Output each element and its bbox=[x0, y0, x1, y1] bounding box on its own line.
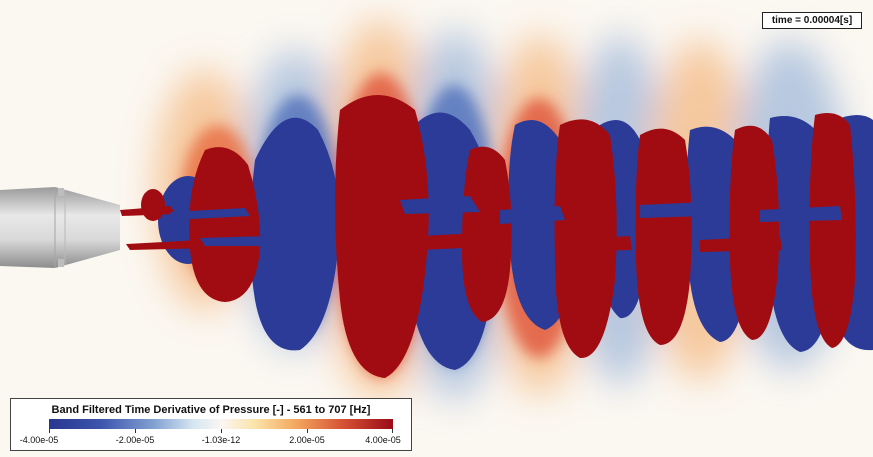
colorbar-title: Band Filtered Time Derivative of Pressur… bbox=[51, 404, 371, 416]
colorbar-tick-mark bbox=[49, 429, 50, 433]
time-label: time = 0.00004[s] bbox=[762, 12, 862, 29]
colorbar-tick-mark bbox=[135, 429, 136, 433]
colorbar-legend: Band Filtered Time Derivative of Pressur… bbox=[10, 398, 412, 451]
colorbar-tick-label: 2.00e-05 bbox=[289, 435, 325, 445]
colorbar-tick-mark bbox=[392, 429, 393, 433]
colorbar-gradient bbox=[49, 419, 393, 429]
colorbar-tick-mark bbox=[221, 429, 222, 433]
colorbar-tick-label: -1.03e-12 bbox=[201, 435, 241, 445]
jet-core-streaks bbox=[120, 196, 842, 252]
nozzle bbox=[0, 187, 120, 268]
colorbar-tick-label: 4.00e-05 bbox=[365, 435, 401, 445]
colorbar-tick-label: -2.00e-05 bbox=[115, 435, 155, 445]
colorbar-tick-label: -4.00e-05 bbox=[19, 435, 59, 445]
colorbar-tick-mark bbox=[307, 429, 308, 433]
